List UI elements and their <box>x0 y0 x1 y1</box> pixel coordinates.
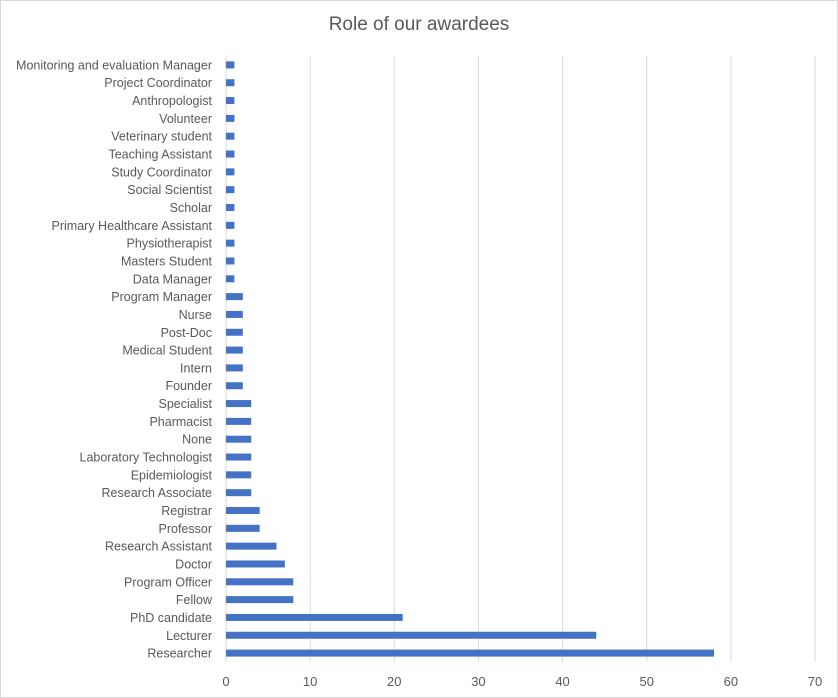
bar <box>226 97 235 105</box>
category-label: Research Associate <box>102 486 213 500</box>
category-label: None <box>182 433 212 447</box>
bar <box>226 542 277 550</box>
gridlines <box>225 56 816 662</box>
category-label: Veterinary student <box>111 130 212 144</box>
x-tick-label: 70 <box>808 674 822 689</box>
category-label: Pharmacist <box>149 415 212 429</box>
category-label: Researcher <box>147 647 212 661</box>
bar <box>226 79 235 87</box>
bar <box>226 186 235 194</box>
category-label: Masters Student <box>121 254 213 268</box>
category-labels: Monitoring and evaluation Manager Project… <box>16 58 213 660</box>
category-label: Social Scientist <box>127 183 212 197</box>
bar <box>226 471 252 479</box>
bar <box>226 631 597 639</box>
category-label: Project Coordinator <box>104 76 212 90</box>
category-label: Post-Doc <box>161 326 212 340</box>
bars <box>226 61 715 657</box>
x-tick-label: 20 <box>387 674 401 689</box>
category-label: Data Manager <box>133 272 212 286</box>
bar <box>226 382 243 390</box>
category-label: Program Officer <box>124 575 212 589</box>
category-label: Fellow <box>176 593 213 607</box>
category-label: Nurse <box>179 308 212 322</box>
bar <box>226 239 235 247</box>
category-label: Epidemiologist <box>131 468 213 482</box>
bar <box>226 275 235 283</box>
bar <box>226 649 715 657</box>
category-label: Physiotherapist <box>127 237 213 251</box>
bar <box>226 453 252 461</box>
bar <box>226 221 235 229</box>
bar <box>226 346 243 354</box>
category-label: Teaching Assistant <box>108 148 212 162</box>
bar <box>226 578 294 586</box>
bar <box>226 560 285 568</box>
category-label: Scholar <box>170 201 212 215</box>
bar <box>226 257 235 265</box>
bar <box>226 150 235 158</box>
bar <box>226 168 235 176</box>
bar <box>226 293 243 301</box>
bar <box>226 364 243 372</box>
bar <box>226 132 235 140</box>
bar <box>226 204 235 211</box>
category-label: PhD candidate <box>130 611 212 625</box>
category-label: Intern <box>180 361 212 375</box>
category-label: Laboratory Technologist <box>80 451 213 465</box>
category-label: Primary Healthcare Assistant <box>52 219 213 233</box>
category-label: Research Assistant <box>105 540 213 554</box>
category-label: Founder <box>165 379 212 393</box>
category-label: Professor <box>159 522 213 536</box>
x-tick-labels: 0 10 20 30 40 50 60 70 <box>222 674 822 689</box>
x-tick-label: 60 <box>724 674 738 689</box>
bar <box>226 613 403 621</box>
category-label: Study Coordinator <box>111 165 212 179</box>
category-label: Program Manager <box>111 290 212 304</box>
x-tick-label: 40 <box>555 674 569 689</box>
bar <box>226 596 294 604</box>
bar <box>226 489 252 497</box>
bar <box>226 435 252 443</box>
x-tick-label: 50 <box>639 674 653 689</box>
bar <box>226 417 252 425</box>
category-label: Monitoring and evaluation Manager <box>16 58 212 72</box>
category-label: Lecturer <box>166 629 212 643</box>
bar <box>226 310 243 318</box>
category-label: Anthropologist <box>132 94 212 108</box>
bar <box>226 400 252 408</box>
bar <box>226 61 235 69</box>
x-tick-label: 10 <box>303 674 317 689</box>
bar <box>226 507 260 514</box>
chart-title: Role of our awardees <box>328 14 510 35</box>
bar <box>226 114 235 122</box>
x-tick-label: 0 <box>222 674 229 689</box>
x-tick-label: 30 <box>471 674 485 689</box>
bar <box>226 524 260 532</box>
bar <box>226 328 243 336</box>
category-label: Volunteer <box>159 112 212 126</box>
category-label: Registrar <box>161 504 212 518</box>
category-label: Specialist <box>159 397 213 411</box>
category-label: Doctor <box>175 557 212 571</box>
category-label: Medical Student <box>122 344 212 358</box>
